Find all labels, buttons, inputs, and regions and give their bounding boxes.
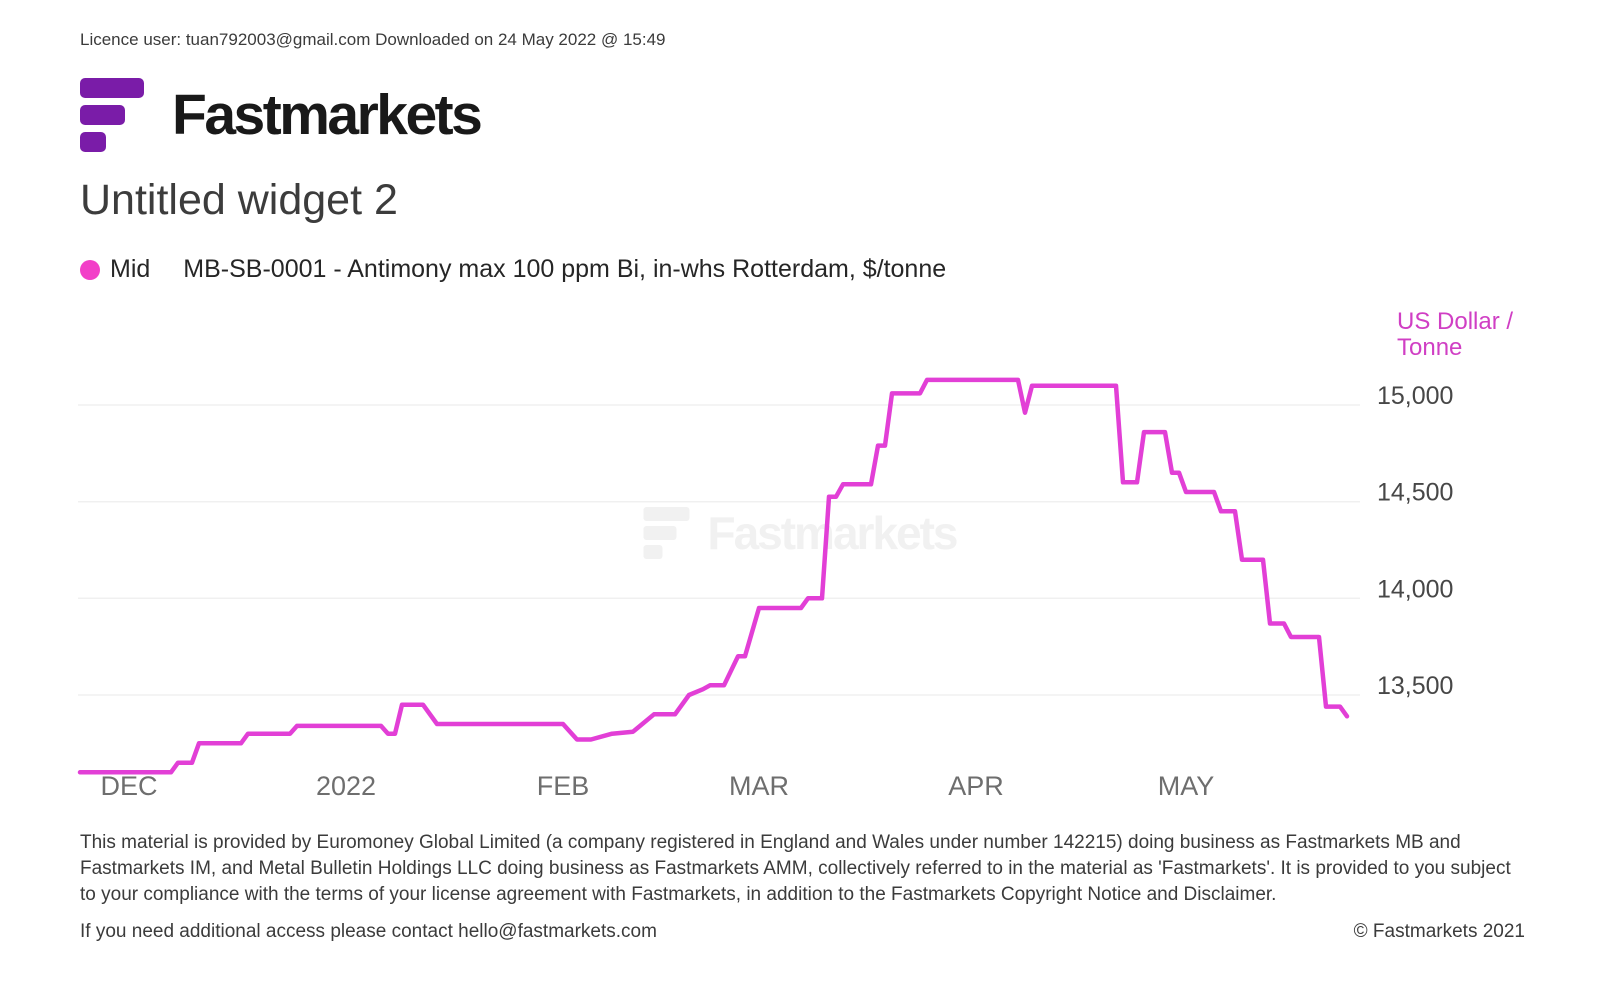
svg-text:FEB: FEB [537,771,590,801]
footer-row: If you need additional access please con… [80,921,1525,943]
chart-plot-area: 15,000 14,500 14,000 13,500 US Dollar / Tonne… [0,294,1600,814]
watermark-text: Fastmarkets [707,507,958,559]
svg-text:13,500: 13,500 [1377,672,1453,700]
watermark-bar-middle [643,526,677,540]
logo-bar-bottom [80,132,106,152]
logo-bar-top [80,78,144,98]
page-title: Untitled widget 2 [80,176,398,224]
svg-text:US Dollar /: US Dollar / [1397,308,1513,335]
chart-legend: Mid MB-SB-0001 - Antimony max 100 ppm Bi… [80,255,1600,284]
legend-series-dot-icon [80,259,100,280]
watermark-bar-top [643,507,690,521]
svg-text:15,000: 15,000 [1377,382,1453,410]
svg-text:14,500: 14,500 [1377,479,1453,507]
contact-text: If you need additional access please con… [80,920,657,942]
fastmarkets-wordmark: Fastmarkets [172,83,483,147]
licence-line: Licence user: tuan792003@gmail.com Downl… [80,30,666,49]
watermark-logo-icon [643,507,690,559]
svg-text:MAY: MAY [1158,771,1215,801]
fastmarkets-logo-icon [80,78,144,152]
disclaimer-text: This material is provided by Euromoney G… [80,832,1511,906]
svg-text:APR: APR [948,771,1004,801]
copyright-text: © Fastmarkets 2021 [1353,920,1525,942]
logo-bar-middle [80,105,125,125]
svg-text:14,000: 14,000 [1377,575,1453,603]
svg-text:DEC: DEC [100,771,157,801]
price-chart: Fastmarkets 15,000 14,500 14,000 13,500 US D… [0,294,1600,814]
svg-text:Tonne: Tonne [1397,334,1462,361]
legend-series-name: MB-SB-0001 - Antimony max 100 ppm Bi, in… [183,255,947,283]
fastmarkets-logo: Fastmarkets [80,76,1600,154]
svg-text:2022: 2022 [316,771,376,801]
svg-text:MAR: MAR [729,771,789,801]
legend-series-type: Mid [110,255,151,283]
fastmarkets-watermark: Fastmarkets [643,506,959,560]
watermark-bar-bottom [643,545,663,559]
